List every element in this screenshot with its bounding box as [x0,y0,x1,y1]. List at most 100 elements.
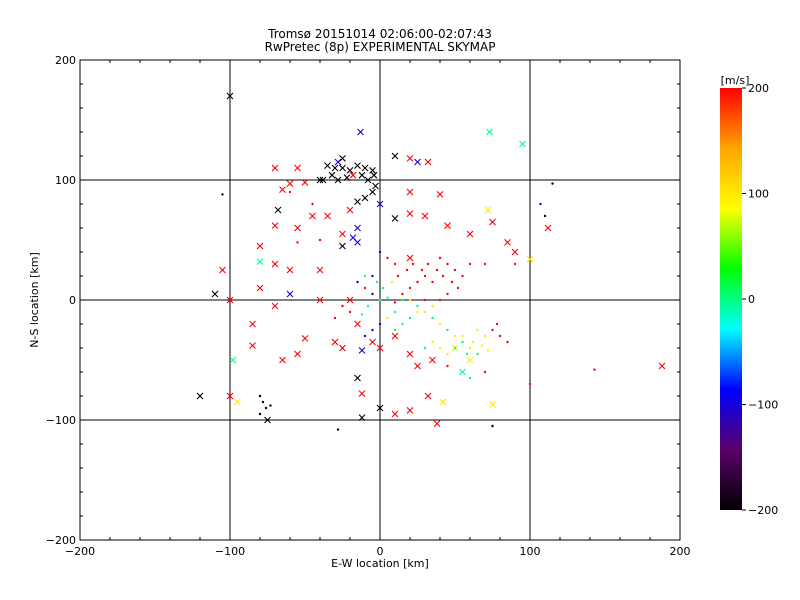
data-point-cross [256,242,264,250]
data-point-dot [378,298,382,302]
data-point-cross [486,128,493,136]
data-point-cross [421,212,429,220]
data-point-dot [465,352,469,356]
data-point-dot [446,364,449,368]
data-point-dot [336,428,340,431]
colorbar-unit-label: [m/s] [721,74,750,87]
data-point-cross [309,212,316,220]
data-point-cross [339,155,346,162]
colorbar-tick-label: 200 [748,82,769,95]
data-point-cross [544,224,552,232]
data-point-dot [386,296,389,299]
data-point-cross [286,290,294,298]
data-point-cross [274,206,282,214]
data-point-cross [357,128,364,136]
data-point-cross [294,224,301,232]
data-point-cross [319,176,327,184]
data-point-cross [439,398,447,406]
data-point-dot [441,274,445,278]
data-point-cross [286,266,294,274]
data-point-dot [468,346,472,350]
data-point-cross [339,242,346,250]
data-point-cross [354,320,361,328]
data-point-dot [528,382,532,386]
data-point-dot [416,280,419,284]
data-point-cross [286,180,294,187]
colorbar [720,88,742,510]
x-tick-label: 0 [377,545,384,558]
data-point-dot [476,328,479,332]
data-point-dot [431,340,434,344]
data-point-cross [354,162,361,169]
data-point-cross [358,347,366,354]
data-point-cross [354,374,361,382]
chart-subtitle: RwPretec (8p) EXPERIMENTAL SKYMAP [265,40,496,54]
data-point-dot [416,304,419,308]
data-point-cross [406,188,414,196]
colorbar-tick-label: 0 [748,293,755,306]
data-point-cross [294,350,301,358]
data-point-dot [461,340,464,344]
data-point-dot [371,328,374,332]
data-point-cross [271,222,279,229]
data-point-cross [354,198,361,205]
data-point-cross [358,171,366,179]
data-point-cross [433,420,441,427]
colorbar-ticks: −200 −100 0 100 200 [742,82,778,517]
data-point-cross [294,164,301,172]
data-point-cross [511,248,519,256]
data-point-dot [288,190,292,194]
data-point-cross [229,356,237,364]
data-point-dot [461,334,464,338]
data-points [196,92,666,431]
data-point-dot [393,310,397,314]
data-point-cross [489,401,496,408]
data-point-cross [346,167,354,174]
data-point-dot [423,310,427,314]
data-point-dot [446,328,449,332]
data-point-cross [484,206,492,214]
data-point-cross [444,222,451,229]
data-point-cross [459,368,466,376]
data-point-dot [264,406,268,410]
data-point-cross [328,171,336,179]
data-point-cross [361,194,369,202]
data-point-dot [498,334,502,338]
data-point-cross [301,335,309,342]
colorbar-tick-label: −200 [748,504,778,517]
data-point-dot [378,322,382,326]
data-point-cross [249,342,256,349]
y-tick-label: −100 [46,414,76,427]
data-point-cross [406,155,414,162]
data-point-dot [363,334,367,338]
data-point-dot [491,328,494,332]
x-tick-label: −100 [215,545,245,558]
data-point-cross [346,206,354,214]
data-point-cross [376,404,384,412]
data-point-dot [360,313,364,316]
data-point-cross [424,158,432,166]
data-point-cross [436,191,444,198]
data-point-dot [495,322,499,326]
data-point-dot [483,262,487,266]
data-point-cross [339,230,346,238]
data-point-dot [453,346,457,350]
data-point-cross [256,284,264,292]
data-point-cross [324,162,331,169]
data-point-dot [366,304,370,308]
data-point-dot [378,250,382,254]
y-tick-label: 0 [69,294,76,307]
data-point-cross [391,410,399,418]
data-point-dot [408,316,412,320]
data-point-dot [431,316,434,320]
data-point-cross [334,158,342,166]
data-point-cross [339,344,346,352]
data-point-cross [466,356,474,364]
data-point-cross [372,182,379,190]
data-point-dot [401,292,404,296]
data-point-dot [483,334,487,338]
data-point-cross [226,296,234,304]
data-point-cross [424,392,432,400]
data-point-dot [438,256,442,260]
